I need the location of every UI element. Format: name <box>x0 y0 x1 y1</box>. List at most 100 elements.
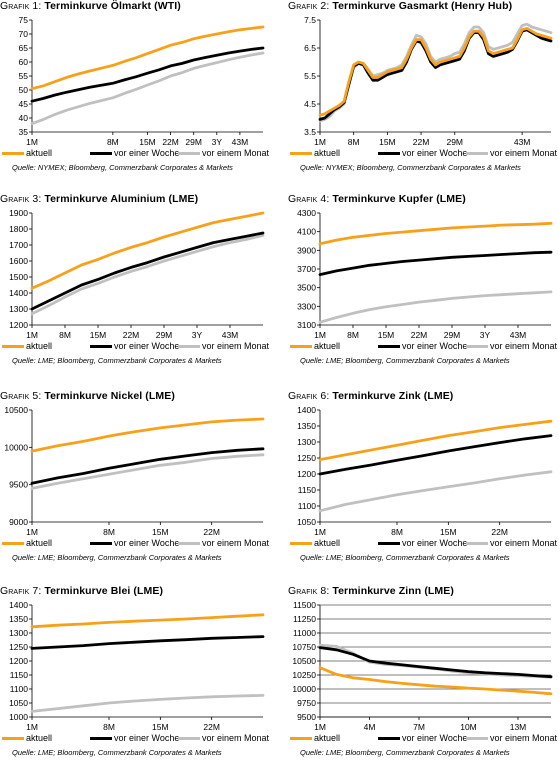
legend-swatch <box>178 344 200 348</box>
x-tick-label: 22M <box>162 137 179 147</box>
plot-area: 9000 9500 10000 10500 1M 8M 15M 22M <box>4 405 265 537</box>
chart-number: Grafik 7: <box>0 585 45 597</box>
legend-label: aktuell <box>314 538 341 548</box>
legend: aktuell vor einer Woche vor einem Monat <box>0 146 269 160</box>
y-tick-label: 10000 <box>4 442 28 452</box>
legend-swatch <box>178 541 200 545</box>
y-tick-label: 50 <box>19 85 29 95</box>
plot-area: 9500 9750 10000 10250 10500 10750 11000 11250 11… <box>292 600 553 732</box>
plot-area: 1200 1300 1400 1500 1600 1700 1800 1900 1M 8M 15M 2… <box>9 208 265 340</box>
y-tick-label: 10500 <box>4 405 28 415</box>
y-tick-label: 3100 <box>297 320 316 330</box>
x-tick-label: 3Y <box>192 330 203 340</box>
x-tick-label: 29M <box>446 137 463 147</box>
legend-swatch <box>290 736 312 740</box>
y-tick-label: 11250 <box>293 614 316 624</box>
x-tick-label: 15M <box>379 137 396 147</box>
legend-item: vor einem Monat <box>178 536 269 550</box>
legend-item: vor einer Woche <box>90 536 179 550</box>
chart-number: Grafik 5: <box>0 390 45 402</box>
chart-title: Grafik 4: Terminkurve Kupfer (LME) <box>288 193 466 205</box>
source-note: Quelle: LME; Bloomberg, Commerzbank Corp… <box>12 748 222 757</box>
legend-item: aktuell <box>290 339 340 353</box>
x-tick-label: 1M <box>26 722 38 732</box>
y-tick-label: 1350 <box>297 421 316 431</box>
y-tick-label: 1350 <box>9 614 28 624</box>
legend-item: vor einem Monat <box>466 731 557 745</box>
chart-number: Grafik 2: <box>288 0 333 12</box>
y-tick-label: 1500 <box>9 272 28 282</box>
y-tick-label: 4100 <box>297 227 316 237</box>
series-line-aktuell <box>30 417 265 453</box>
y-tick-label: 9500 <box>297 712 316 722</box>
legend-label: vor einem Monat <box>202 538 270 548</box>
legend-swatch <box>378 541 400 545</box>
chart-title-text: Terminkurve Gasmarkt (Henry Hub) <box>332 0 513 12</box>
chart-number: Grafik 4: <box>288 193 333 205</box>
legend-label: vor einer Woche <box>114 341 180 351</box>
x-tick-label: 29M <box>156 330 173 340</box>
legend-label: aktuell <box>26 538 53 548</box>
legend-item: vor einem Monat <box>466 339 557 353</box>
series-line-vor-einem-monat <box>30 453 265 490</box>
series-line-aktuell <box>318 221 553 246</box>
legend-item: aktuell <box>290 146 340 160</box>
legend-swatch <box>378 736 400 740</box>
y-tick-label: 10500 <box>292 656 316 666</box>
x-tick-label: 15M <box>378 330 395 340</box>
chart-panel-g3: Grafik 3: Terminkurve Aluminium (LME) 120… <box>0 193 269 373</box>
legend-item: vor einem Monat <box>466 146 557 160</box>
x-tick-label: 1M <box>26 527 38 537</box>
legend-label: vor einem Monat <box>490 148 558 158</box>
y-tick-label: 9500 <box>9 480 28 490</box>
y-tick-label: 1200 <box>9 656 28 666</box>
legend-item: vor einem Monat <box>178 146 269 160</box>
legend-item: vor einer Woche <box>378 731 467 745</box>
series-line-vor-einem-monat <box>318 290 553 324</box>
legend-label: aktuell <box>314 148 341 158</box>
y-tick-label: 11500 <box>293 600 316 610</box>
x-tick-label: 7M <box>413 722 425 732</box>
legend-label: vor einer Woche <box>402 341 468 351</box>
chart-title-text: Terminkurve Nickel (LME) <box>44 390 175 402</box>
series-line-aktuell <box>30 613 265 629</box>
series-line-vor-einer-woche <box>318 250 553 276</box>
legend-swatch <box>2 344 24 348</box>
series-line-vor-einem-monat <box>30 51 265 125</box>
legend-swatch <box>90 344 112 348</box>
x-tick-label: 43M <box>510 330 527 340</box>
legend-swatch <box>290 344 312 348</box>
legend-label: vor einer Woche <box>402 148 468 158</box>
legend-label: vor einem Monat <box>202 341 270 351</box>
series-line-vor-einer-woche <box>30 46 265 103</box>
legend-label: vor einer Woche <box>402 733 468 743</box>
legend-item: aktuell <box>2 339 52 353</box>
y-tick-label: 1150 <box>10 670 29 680</box>
chart-number: Grafik 8: <box>288 585 333 597</box>
legend-label: aktuell <box>26 733 53 743</box>
chart-title: Grafik 2: Terminkurve Gasmarkt (Henry Hu… <box>288 0 512 12</box>
x-tick-label: 29M <box>444 330 461 340</box>
y-tick-label: 4300 <box>297 208 316 218</box>
y-tick-label: 60 <box>19 57 29 67</box>
legend: aktuell vor einer Woche vor einem Monat <box>0 731 269 745</box>
y-tick-label: 10750 <box>292 642 316 652</box>
chart-panel-g5: Grafik 5: Terminkurve Nickel (LME) 9000 95… <box>0 390 269 570</box>
series-line-aktuell <box>318 666 553 696</box>
chart-panel-g2: Grafik 2: Terminkurve Gasmarkt (Henry Hu… <box>288 0 557 180</box>
legend-swatch <box>2 541 24 545</box>
series-line-vor-einem-monat <box>30 694 265 713</box>
x-tick-label: 22M <box>491 527 508 537</box>
legend: aktuell vor einer Woche vor einem Monat <box>0 339 269 353</box>
y-tick-label: 1250 <box>9 642 28 652</box>
chart-title: Grafik 3: Terminkurve Aluminium (LME) <box>0 193 198 205</box>
legend-label: vor einer Woche <box>114 148 180 158</box>
x-tick-label: 8M <box>391 527 403 537</box>
legend-swatch <box>90 736 112 740</box>
y-tick-label: 10000 <box>292 684 316 694</box>
x-tick-label: 1M <box>26 137 38 147</box>
y-tick-label: 3500 <box>297 283 316 293</box>
x-tick-label: 3Y <box>212 137 223 147</box>
legend-item: vor einer Woche <box>378 146 467 160</box>
legend-label: vor einem Monat <box>202 733 270 743</box>
